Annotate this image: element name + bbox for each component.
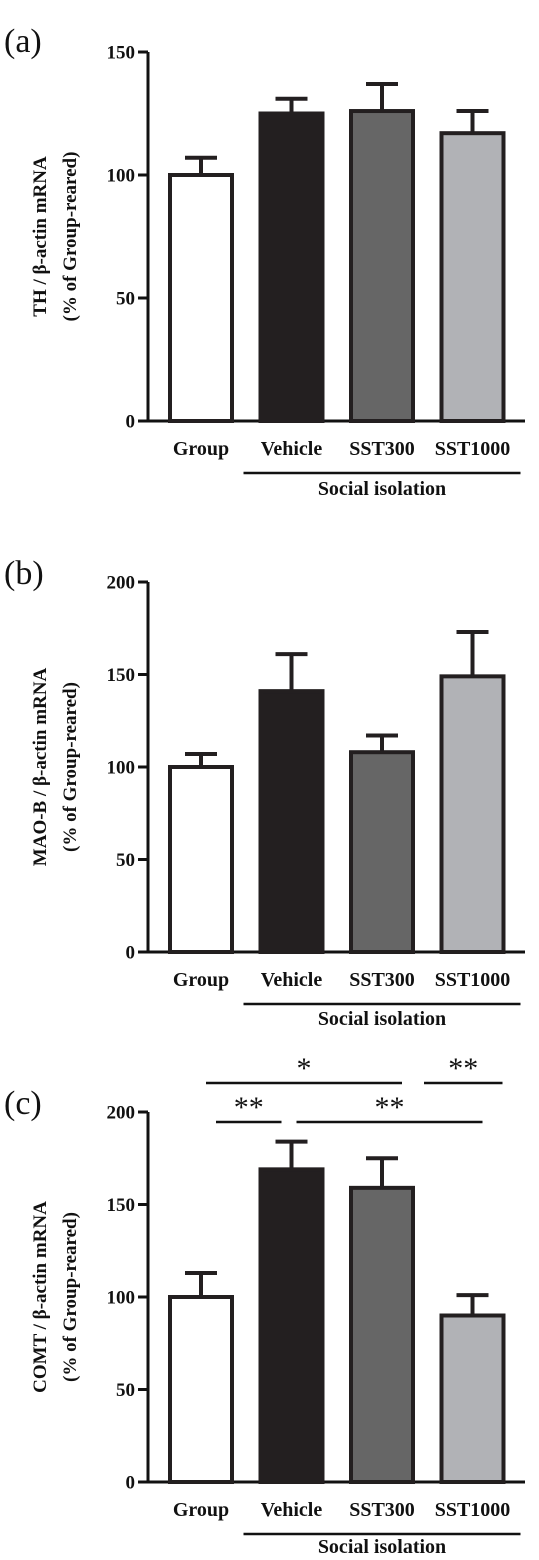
y-axis-label-line: COMT / β-actin mRNA [30, 1201, 51, 1393]
x-tick-label: Vehicle [261, 438, 323, 460]
x-tick-label: SST300 [349, 1499, 415, 1521]
bar [349, 750, 415, 955]
chart-panel: (c) COMT / β-actin mRNA (% of Group-reared… [4, 1052, 525, 1558]
x-tick-label: Vehicle [261, 969, 323, 991]
bar [439, 131, 506, 423]
y-tick-label: 50 [116, 850, 135, 871]
panel-letter: (b) [4, 555, 44, 592]
x-tick-label: SST1000 [435, 969, 511, 991]
y-axis-label-line: (% of Group-reared) [60, 1212, 81, 1382]
bar [439, 1313, 506, 1484]
significance-label: ** [234, 1091, 264, 1124]
bar [258, 1167, 325, 1484]
y-tick-label: 0 [126, 943, 136, 964]
x-tick-label: SST1000 [435, 1499, 511, 1521]
bar [258, 111, 325, 423]
y-tick-label: 100 [107, 758, 136, 779]
x-tick-label: Group [173, 1499, 229, 1521]
panel-letter: (c) [4, 1085, 42, 1122]
x-tick-label: Vehicle [261, 1499, 323, 1521]
panel-letter: (a) [4, 23, 42, 60]
y-tick-label: 0 [126, 1473, 136, 1494]
y-tick-label: 200 [107, 1103, 136, 1124]
x-tick-label: SST1000 [435, 438, 511, 460]
y-axis-label-line: MAO-B / β-actin mRNA [30, 668, 51, 867]
significance-label: ** [375, 1091, 405, 1124]
y-tick-label: 200 [107, 573, 136, 594]
x-tick-label: SST300 [349, 438, 415, 460]
y-tick-label: 150 [107, 665, 136, 686]
y-tick-label: 50 [116, 289, 135, 310]
bar [349, 1185, 415, 1484]
y-tick-label: 150 [107, 43, 136, 64]
y-tick-label: 100 [107, 166, 136, 187]
bar [439, 674, 506, 954]
y-axis-label-line: (% of Group-reared) [60, 682, 81, 852]
group-bracket-label: Social isolation [318, 478, 446, 500]
significance-label: ** [448, 1052, 478, 1085]
y-axis-label-line: (% of Group-reared) [60, 152, 81, 322]
bar [168, 765, 234, 954]
bar [168, 173, 234, 423]
y-axis-label: MAO-B / β-actin mRNA (% of Group-reared) [30, 668, 81, 867]
y-axis-label: COMT / β-actin mRNA (% of Group-reared) [30, 1201, 81, 1393]
y-tick-label: 50 [116, 1380, 135, 1401]
y-tick-label: 100 [107, 1288, 136, 1309]
significance-label: * [297, 1052, 312, 1085]
bar [258, 689, 325, 955]
group-bracket-label: Social isolation [318, 1008, 446, 1030]
bar [168, 1295, 234, 1484]
y-tick-label: 0 [126, 412, 136, 433]
x-tick-label: Group [173, 969, 229, 991]
chart-panel: (a) TH / β-actin mRNA (% of Group-reared) 0… [4, 23, 525, 500]
group-bracket-label: Social isolation [318, 1536, 446, 1558]
chart-panel: (b) MAO-B / β-actin mRNA (% of Group-reare… [4, 555, 525, 1030]
y-axis-label-line: TH / β-actin mRNA [30, 156, 51, 317]
y-axis-label: TH / β-actin mRNA (% of Group-reared) [30, 152, 81, 322]
bar [349, 109, 415, 423]
x-tick-label: SST300 [349, 969, 415, 991]
y-tick-label: 150 [107, 1195, 136, 1216]
x-tick-label: Group [173, 438, 229, 460]
